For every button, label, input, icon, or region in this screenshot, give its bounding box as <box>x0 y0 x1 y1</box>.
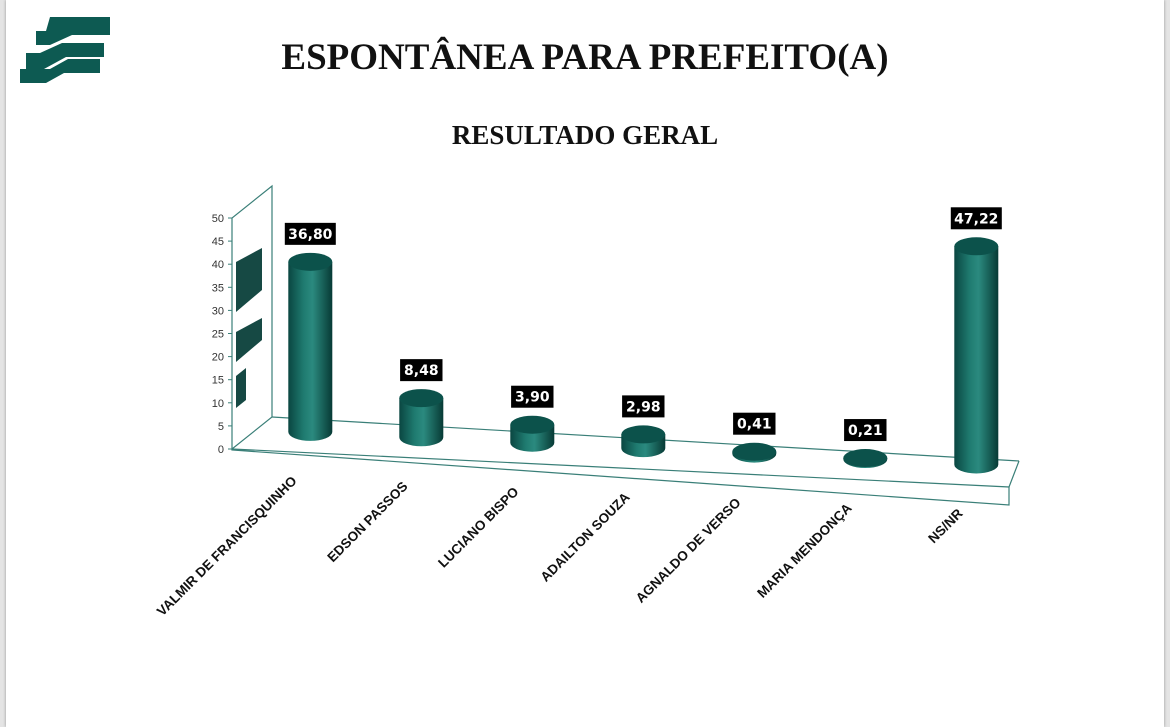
category-label: LUCIANO BISPO <box>435 484 521 570</box>
page-subtitle: RESULTADO GERAL <box>451 120 719 150</box>
wall-watermark-logo <box>236 248 262 408</box>
chart-bars <box>288 237 999 474</box>
data-label-bg <box>284 222 336 245</box>
data-label-bg <box>950 207 1002 230</box>
data-label-bg <box>400 359 443 382</box>
y-tick-label: 45 <box>212 236 224 248</box>
data-label-bg <box>622 395 665 418</box>
bar <box>399 389 444 447</box>
y-tick-label: 10 <box>212 398 224 410</box>
data-label: 47,22 <box>954 211 998 227</box>
category-label: AGNALDO DE VERSO <box>633 495 744 606</box>
y-tick-label: 25 <box>212 329 224 341</box>
data-label: 36,80 <box>288 227 333 243</box>
bar-body <box>954 246 999 474</box>
y-tick-label: 5 <box>218 421 224 433</box>
floor-front <box>231 448 1010 506</box>
category-label: MARIA MENDONÇA <box>754 500 855 601</box>
data-label: 2,98 <box>626 399 661 415</box>
category-label: NS/NR <box>925 506 965 546</box>
data-label: 3,90 <box>515 390 550 406</box>
category-label: ADAILTON SOUZA <box>538 489 633 584</box>
slide: ESPONTÂNEA PARA PREFEITO(A) RESULTADO GE… <box>6 0 1164 727</box>
y-tick-label: 40 <box>212 259 224 271</box>
bar-body <box>288 261 333 441</box>
bar <box>954 237 999 474</box>
y-tick-label: 35 <box>212 282 224 294</box>
bar-top <box>621 425 666 444</box>
data-label: 0,21 <box>848 423 883 439</box>
category-labels: VALMIR DE FRANCISQUINHO EDSON PASSOS LUCIA… <box>154 473 966 619</box>
bar-top <box>288 252 333 271</box>
y-tick-label: 30 <box>212 305 224 317</box>
bar-top <box>843 449 888 468</box>
stripes-logo-icon <box>20 17 110 83</box>
bar-top <box>732 442 777 461</box>
watermark-slash-2 <box>236 368 246 408</box>
chart-axes <box>231 184 1020 506</box>
back-wall <box>231 184 273 451</box>
data-label-bg <box>511 385 554 408</box>
data-label-bg <box>733 412 776 435</box>
floor-right-edge <box>1008 460 1020 488</box>
bar <box>843 449 888 469</box>
y-tick-label: 0 <box>218 444 224 456</box>
bar <box>732 442 777 463</box>
bar-top <box>399 389 444 408</box>
category-label: VALMIR DE FRANCISQUINHO <box>154 473 300 619</box>
data-label: 0,41 <box>737 417 772 433</box>
bar-chart: 0 5 10 15 20 25 30 35 40 45 50 36,80 8,48 3,90 2,98 0,… <box>154 184 1020 619</box>
y-axis-ticks: 0 5 10 15 20 25 30 35 40 45 50 <box>212 213 232 456</box>
bar-body <box>399 398 444 447</box>
bar <box>621 425 666 458</box>
page-title: ESPONTÂNEA PARA PREFEITO(A) <box>281 37 889 78</box>
data-label: 8,48 <box>404 363 439 379</box>
y-tick-label: 50 <box>212 213 224 225</box>
bar <box>288 252 333 441</box>
category-label: EDSON PASSOS <box>324 479 410 565</box>
bar-top <box>954 237 999 256</box>
y-tick-label: 20 <box>212 352 224 364</box>
y-tick-label: 15 <box>212 375 224 387</box>
data-label-bg <box>844 419 887 442</box>
bar-top <box>510 415 555 434</box>
value-labels: 36,80 8,48 3,90 2,98 0,41 0,21 47,22 <box>284 207 1002 442</box>
watermark-slash-1 <box>236 318 262 362</box>
watermark-slash-0 <box>236 248 262 312</box>
bar <box>510 415 555 452</box>
